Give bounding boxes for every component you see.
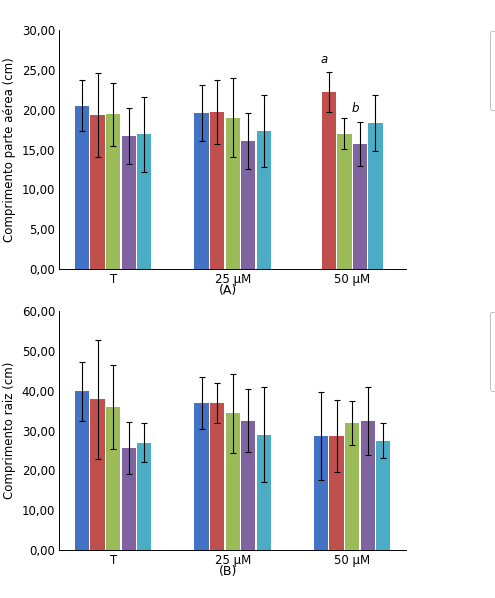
Bar [330, 436, 344, 550]
Bar [376, 441, 391, 550]
Bar [91, 115, 105, 269]
Bar [256, 435, 271, 550]
Bar [241, 420, 255, 550]
Bar [137, 443, 151, 550]
Bar [106, 114, 120, 269]
Bar [368, 123, 383, 269]
Bar [210, 402, 224, 550]
Bar [345, 423, 359, 550]
Bar [210, 112, 224, 269]
Bar [195, 113, 209, 269]
Text: (B): (B) [218, 565, 237, 578]
Bar [322, 92, 336, 269]
Bar [337, 133, 351, 269]
Bar [122, 136, 136, 269]
Legend: Dia 0, Dia 1, Dia 2, Dia 4, Dia 7: Dia 0, Dia 1, Dia 2, Dia 4, Dia 7 [490, 312, 495, 390]
Legend: Dia 0, Dia 1, Dia 2, Dia 4, Dia 7: Dia 0, Dia 1, Dia 2, Dia 4, Dia 7 [490, 30, 495, 109]
Text: a: a [320, 53, 328, 66]
Bar [226, 118, 240, 269]
Bar [137, 135, 151, 269]
Text: b: b [351, 102, 359, 115]
Bar [353, 144, 367, 269]
Bar [314, 436, 328, 550]
Y-axis label: Comprimento parte aérea (cm): Comprimento parte aérea (cm) [3, 57, 16, 242]
Text: (A): (A) [219, 284, 237, 297]
Bar [75, 392, 89, 550]
Bar [241, 141, 255, 269]
Bar [226, 413, 240, 550]
Bar [195, 402, 209, 550]
Bar [91, 399, 105, 550]
Bar [360, 421, 375, 550]
Bar [122, 448, 136, 550]
Bar [106, 407, 120, 550]
Bar [256, 131, 271, 269]
Bar [75, 106, 89, 269]
Y-axis label: Comprimento raiz (cm): Comprimento raiz (cm) [3, 362, 16, 499]
